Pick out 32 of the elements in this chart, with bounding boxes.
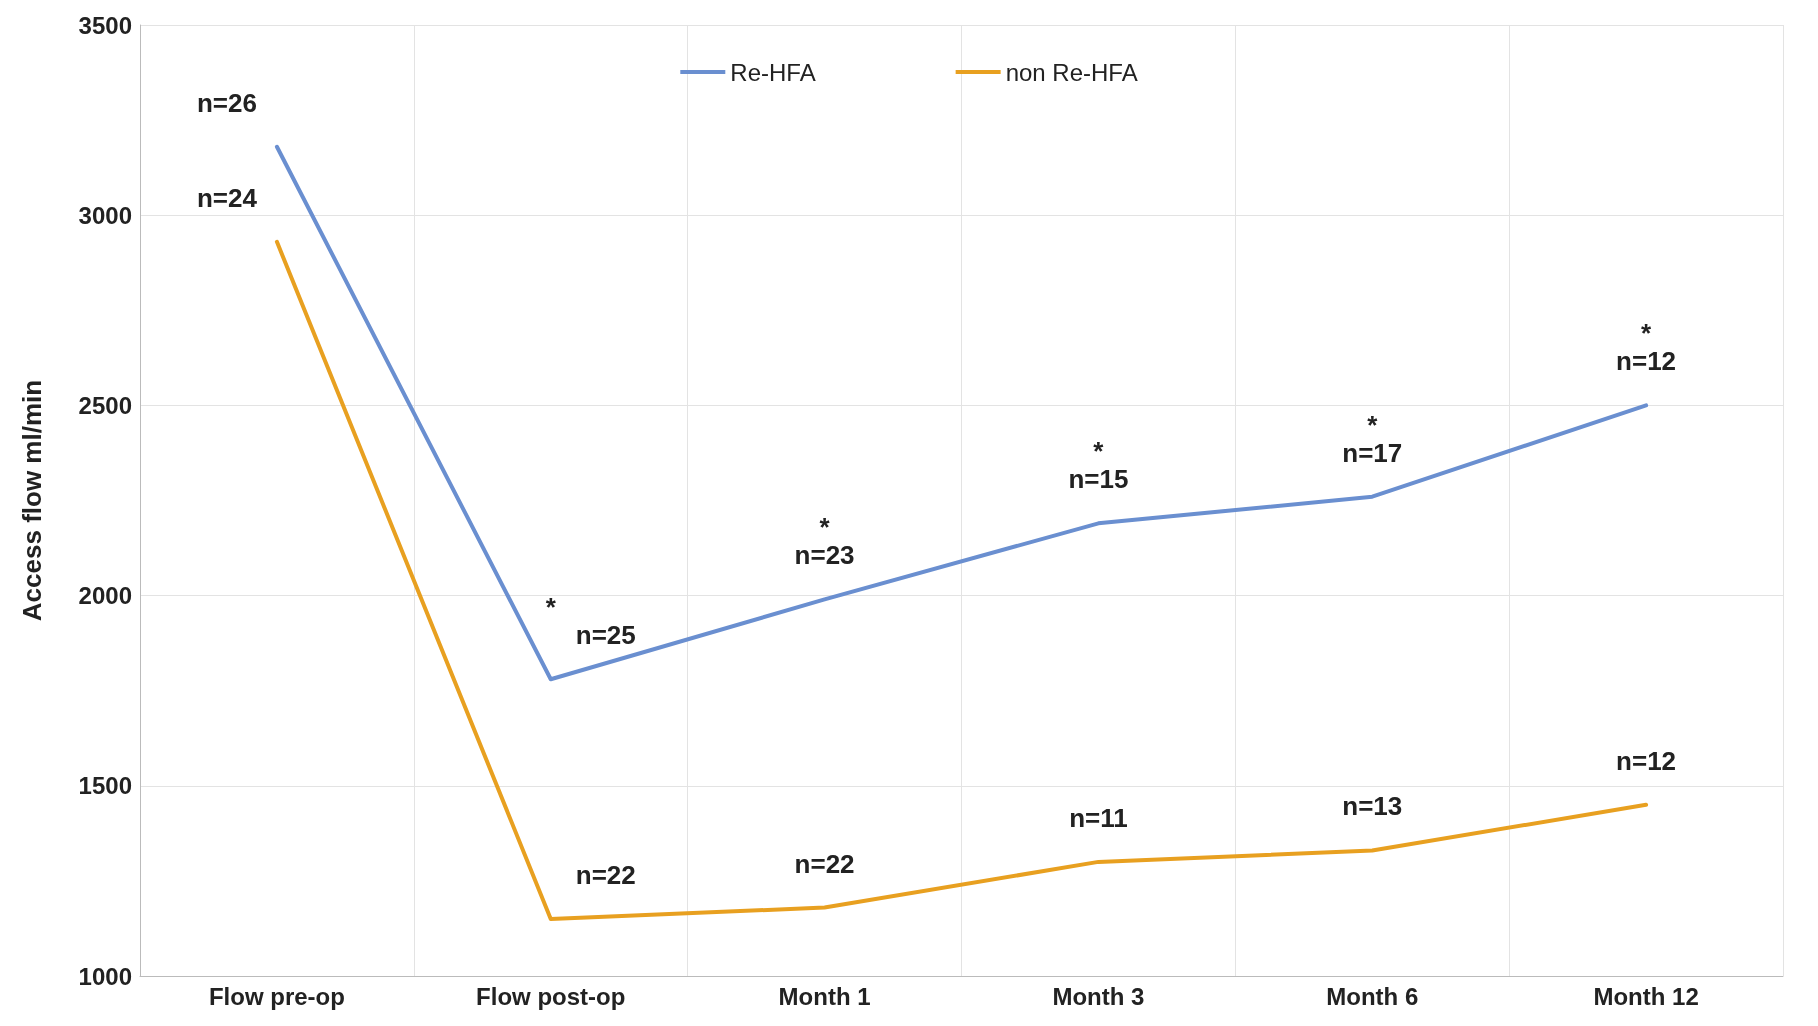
x-tick-label: Month 6 <box>1326 982 1419 1010</box>
x-tick-label: Month 3 <box>1052 982 1145 1010</box>
annotation: n=25 <box>575 620 636 651</box>
annotation: * <box>1367 409 1379 440</box>
annotation: n=24 <box>196 182 258 213</box>
y-tick-label: 1000 <box>78 962 132 990</box>
y-axis-title: Access flow ml/min <box>17 379 47 622</box>
annotation: n=22 <box>794 848 855 879</box>
annotation: n=22 <box>575 859 636 890</box>
y-tick-label: 1500 <box>78 772 132 800</box>
x-tick-label: Flow pre-op <box>208 982 345 1010</box>
x-tick-label: Flow post-op <box>476 982 626 1010</box>
annotation: * <box>819 512 831 543</box>
annotation: n=15 <box>1068 464 1129 495</box>
annotation: n=23 <box>794 540 855 571</box>
y-tick-label: 3000 <box>78 201 132 229</box>
annotation: n=12 <box>1616 346 1677 377</box>
annotation: n=26 <box>196 87 257 118</box>
y-tick-label: 3500 <box>78 11 132 39</box>
annotation: * <box>1641 318 1653 349</box>
x-tick-label: Month 1 <box>778 982 871 1010</box>
legend-label: non Re-HFA <box>1005 58 1138 86</box>
legend-label: Re-HFA <box>730 58 816 86</box>
annotation: n=12 <box>1616 745 1677 776</box>
annotation: n=11 <box>1069 802 1128 833</box>
annotation: n=17 <box>1342 437 1403 468</box>
x-tick-label: Month 12 <box>1593 982 1699 1010</box>
y-tick-label: 2500 <box>78 391 132 419</box>
annotation: * <box>545 592 557 623</box>
annotation: * <box>1093 436 1105 467</box>
y-tick-label: 2000 <box>78 582 132 610</box>
annotation: n=13 <box>1342 791 1403 822</box>
